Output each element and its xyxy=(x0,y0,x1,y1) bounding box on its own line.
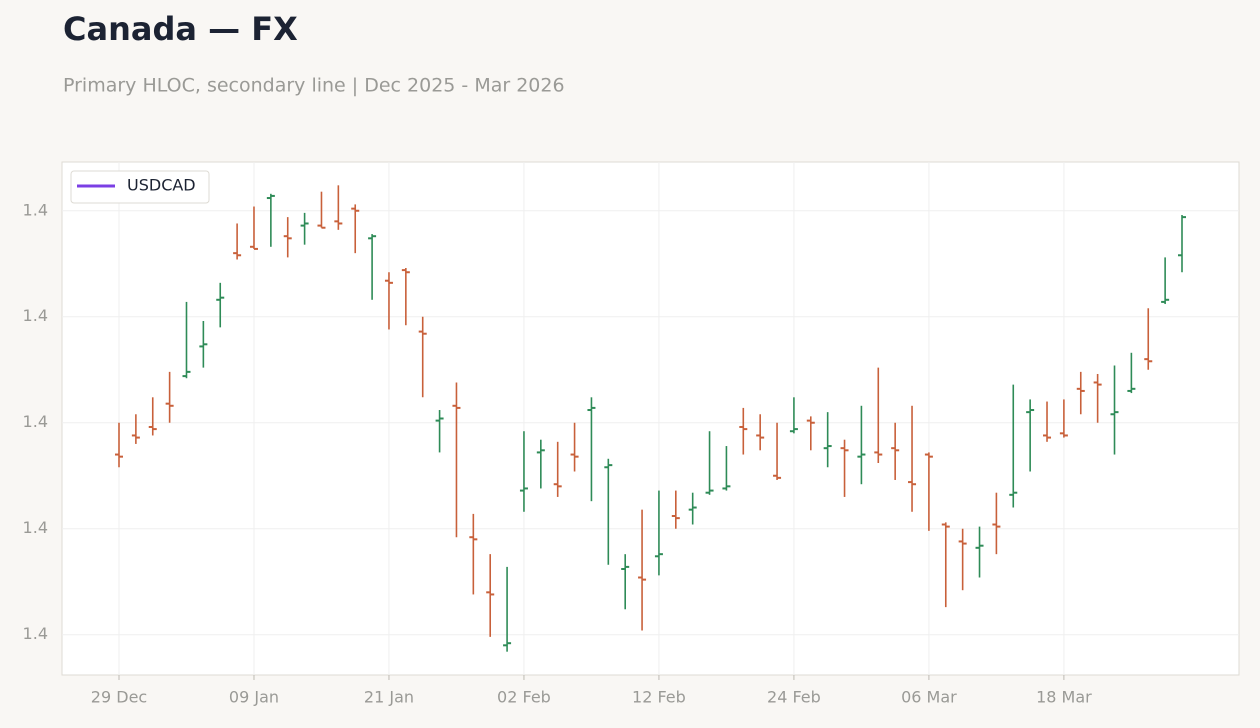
chart-title: Canada — FX xyxy=(63,10,298,48)
x-tick-label: 29 Dec xyxy=(91,688,147,707)
x-tick-label: 21 Jan xyxy=(364,688,414,707)
x-tick-label: 12 Feb xyxy=(632,688,686,707)
x-tick-label: 18 Mar xyxy=(1036,688,1092,707)
legend-label: USDCAD xyxy=(127,176,196,195)
y-tick-label: 1.4 xyxy=(23,624,48,643)
x-tick-label: 24 Feb xyxy=(767,688,821,707)
chart-subtitle: Primary HLOC, secondary line | Dec 2025 … xyxy=(63,75,565,97)
y-tick-label: 1.4 xyxy=(23,518,48,537)
plot-area xyxy=(61,161,1240,676)
x-tick-label: 02 Feb xyxy=(497,688,551,707)
y-tick-label: 1.4 xyxy=(23,306,48,325)
y-tick-label: 1.4 xyxy=(23,200,48,219)
legend-box xyxy=(70,170,210,204)
y-tick-label: 1.4 xyxy=(23,412,48,431)
x-tick-label: 09 Jan xyxy=(229,688,279,707)
x-tick-label: 06 Mar xyxy=(901,688,957,707)
